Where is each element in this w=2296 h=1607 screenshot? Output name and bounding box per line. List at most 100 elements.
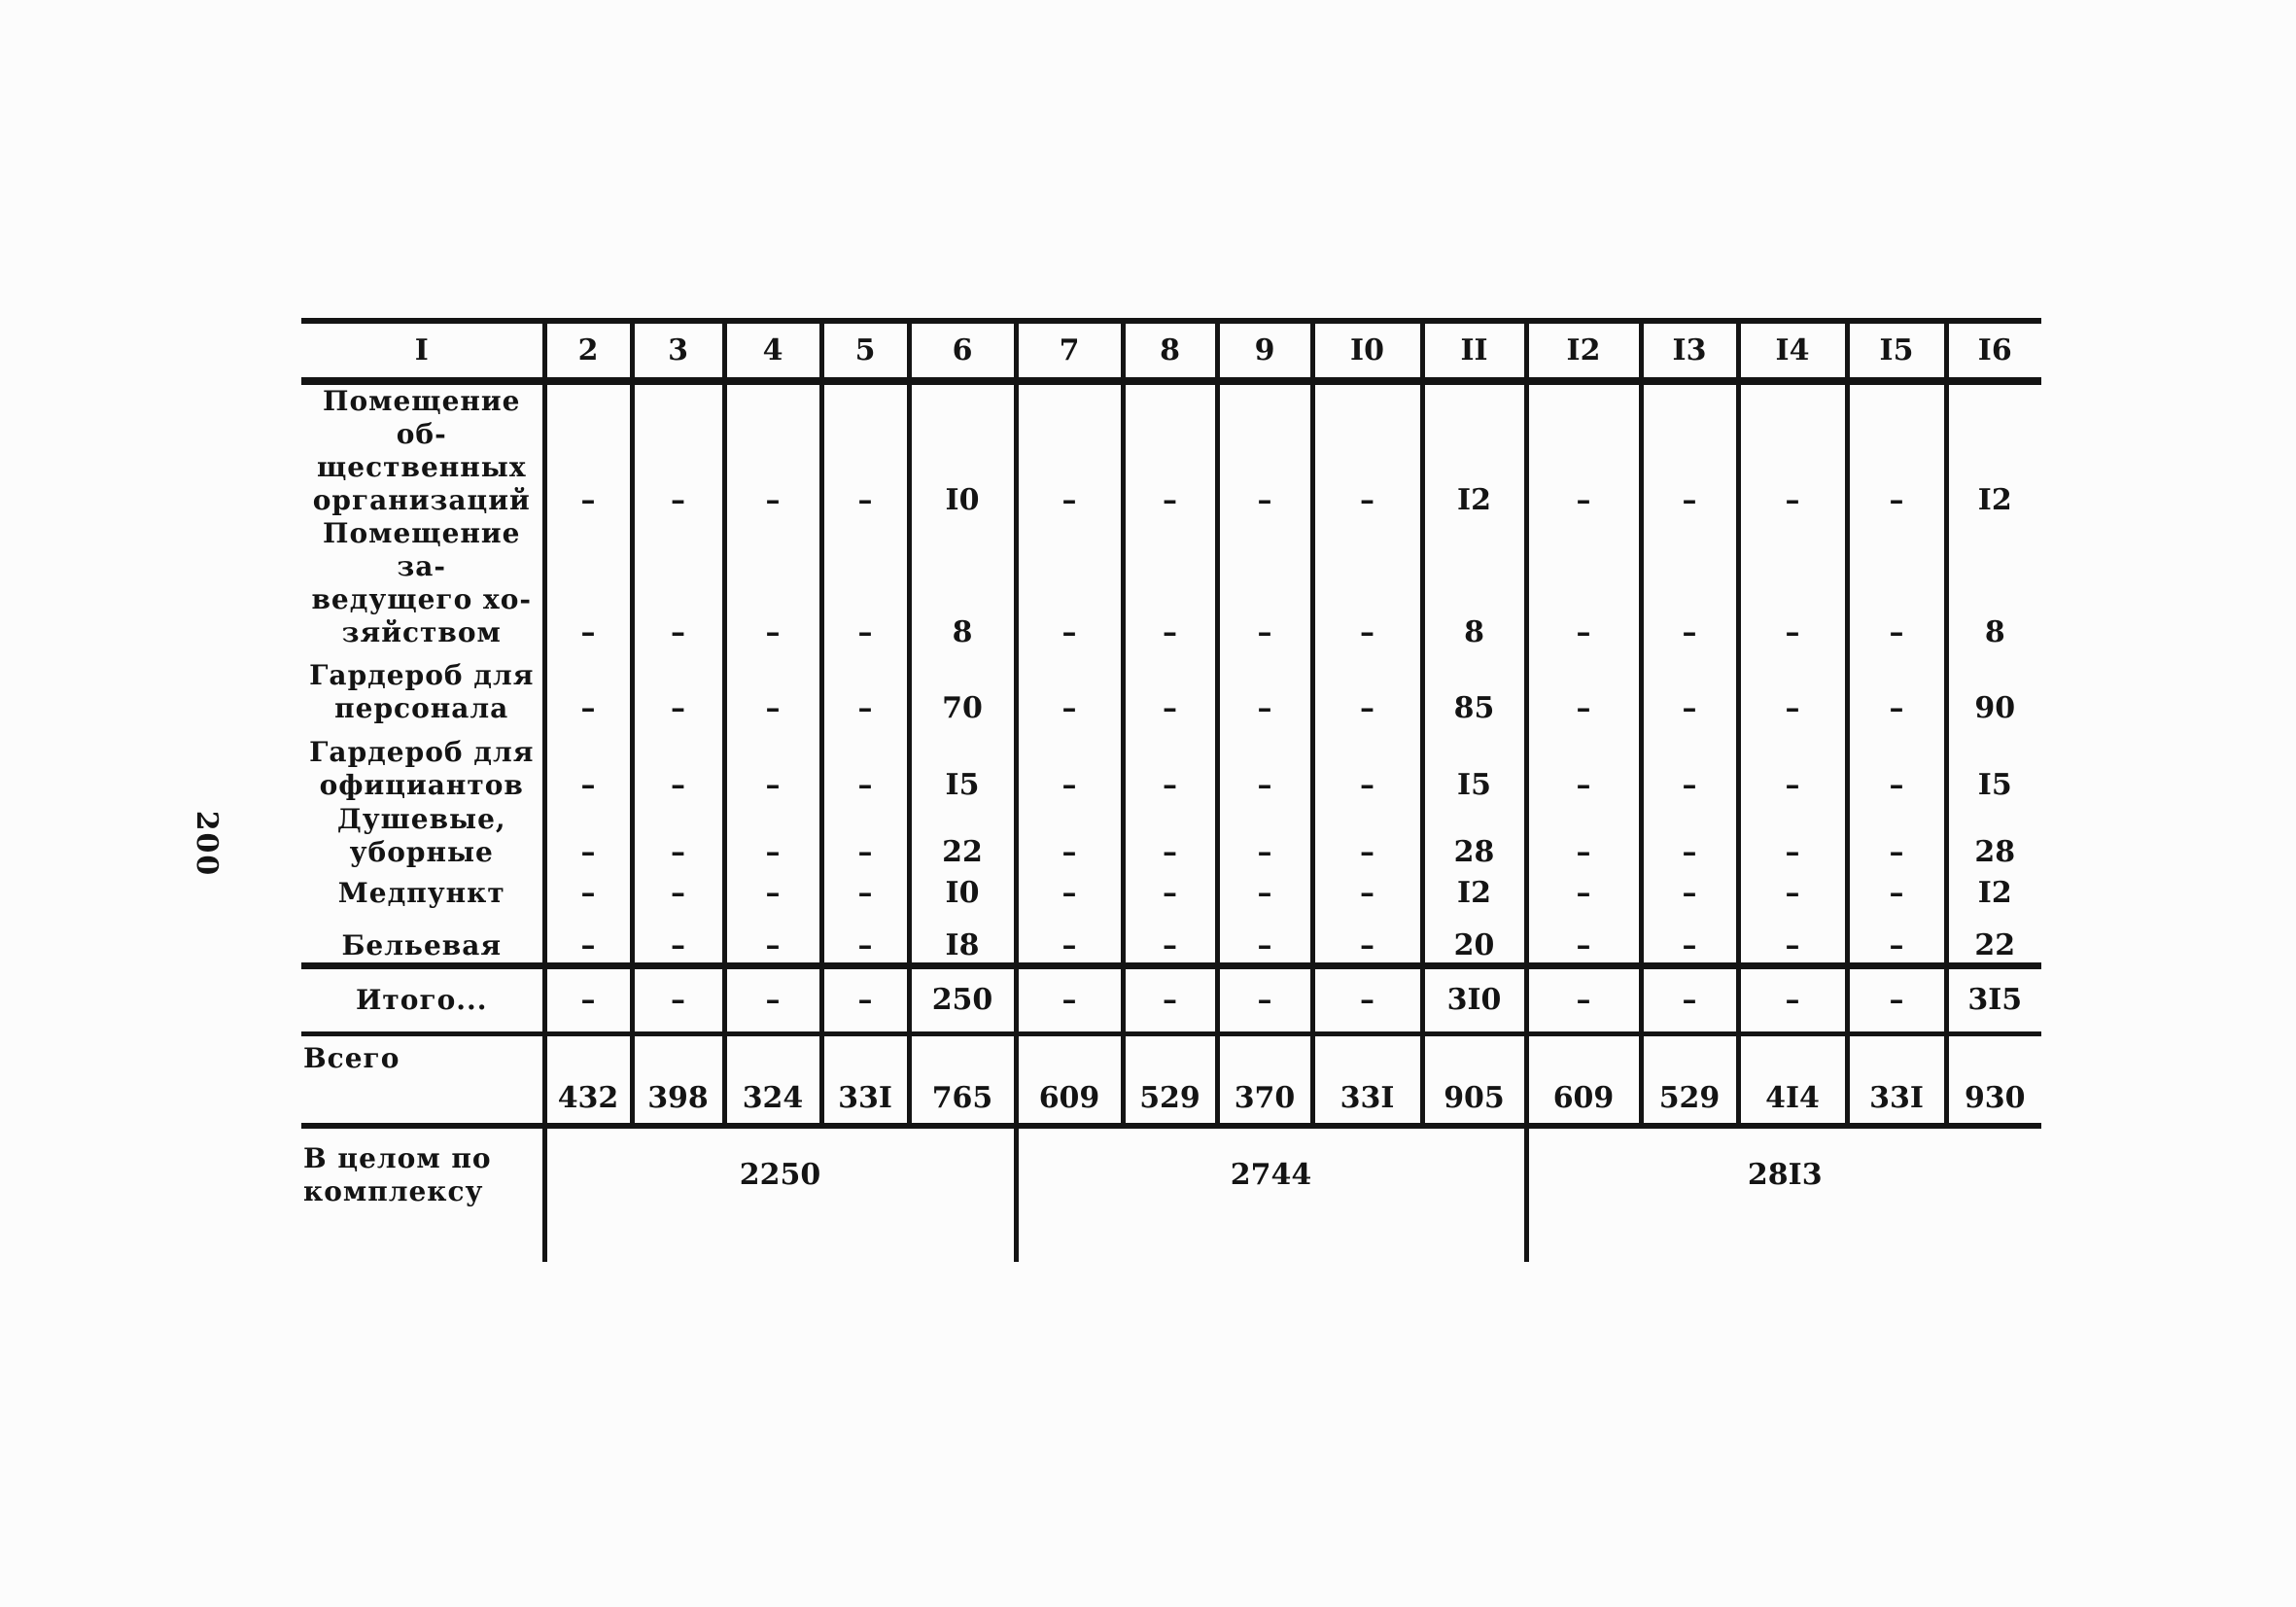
cell: – <box>541 869 632 910</box>
cell: – <box>629 869 724 910</box>
col-header: I4 <box>1735 318 1847 385</box>
cell: – <box>1844 725 1946 802</box>
row-label: Бельевая <box>341 928 503 961</box>
col-header: I3 <box>1638 318 1738 385</box>
cell: – <box>1309 649 1422 725</box>
cell: 529 <box>1120 1033 1217 1129</box>
cell: – <box>1638 802 1738 869</box>
cell: – <box>1844 802 1946 869</box>
table-row: Гардероб для персонала – – – – 70 – – – … <box>301 649 2041 725</box>
row-label: Медпункт <box>337 877 505 909</box>
cell: – <box>1120 517 1217 649</box>
cell: – <box>818 961 909 1036</box>
cell: – <box>1638 961 1738 1036</box>
group-total-cell: 2250 <box>541 1126 1016 1262</box>
cell: – <box>1523 517 1641 649</box>
row-label: В целом по комплексу <box>303 1142 492 1207</box>
header-row: I 2 3 4 5 6 7 8 9 I0 II I2 I3 I4 I5 I6 <box>301 318 2041 385</box>
cell: 905 <box>1419 1033 1526 1129</box>
col-header: 4 <box>721 318 821 385</box>
cell: – <box>1309 869 1422 910</box>
cell: I5 <box>1419 725 1526 802</box>
row-label: Итого... <box>301 961 544 1036</box>
cell: – <box>541 725 632 802</box>
cell: 4I4 <box>1735 1033 1847 1129</box>
cell: – <box>1844 869 1946 910</box>
table-row: Бельевая – – – – I8 – – – – 20 – – – – 2… <box>301 910 2041 965</box>
cell: – <box>1120 869 1217 910</box>
cell: – <box>1120 649 1217 725</box>
cell: – <box>1523 649 1641 725</box>
cell: 250 <box>906 961 1016 1036</box>
cell: – <box>1523 381 1641 517</box>
cell: 8 <box>906 517 1016 649</box>
cell: 609 <box>1013 1033 1123 1129</box>
cell: – <box>1013 869 1123 910</box>
cell: – <box>541 802 632 869</box>
row-label: Помещение об- щественных организаций <box>312 385 531 516</box>
cell: – <box>1120 725 1217 802</box>
cell: 20 <box>1419 910 1526 965</box>
cell: 609 <box>1523 1033 1641 1129</box>
cell: – <box>1309 381 1422 517</box>
cell: – <box>1309 961 1422 1036</box>
cell: – <box>1735 910 1847 965</box>
cell: – <box>541 381 632 517</box>
col-header: I0 <box>1309 318 1422 385</box>
cell: – <box>721 381 821 517</box>
cell: I0 <box>906 381 1016 517</box>
cell: – <box>721 517 821 649</box>
cell: I2 <box>1419 869 1526 910</box>
cell: 398 <box>629 1033 724 1129</box>
row-label: Душевые, уборные <box>336 803 506 868</box>
col-header: II <box>1419 318 1526 385</box>
cell: – <box>1638 381 1738 517</box>
cell: I0 <box>906 869 1016 910</box>
col-header: 5 <box>818 318 909 385</box>
cell: – <box>541 649 632 725</box>
cell: – <box>1214 910 1312 965</box>
cell: – <box>818 725 909 802</box>
cell: – <box>629 961 724 1036</box>
cell: – <box>1013 725 1123 802</box>
cell: – <box>1214 869 1312 910</box>
cell: – <box>1214 517 1312 649</box>
cell: 33I <box>1309 1033 1422 1129</box>
cell: I2 <box>1419 381 1526 517</box>
cell: 324 <box>721 1033 821 1129</box>
cell: – <box>1013 961 1123 1036</box>
col-header: I6 <box>1943 318 2041 385</box>
cell: 33I <box>1844 1033 1946 1129</box>
cell: 930 <box>1943 1033 2041 1129</box>
cell: – <box>629 910 724 965</box>
row-label: Гардероб для официантов <box>309 736 535 801</box>
cell: – <box>818 869 909 910</box>
cell: 529 <box>1638 1033 1738 1129</box>
cell: – <box>629 517 724 649</box>
cell: – <box>1844 649 1946 725</box>
table-row: Помещение об- щественных организаций – –… <box>301 381 2041 517</box>
cell: – <box>1309 725 1422 802</box>
cell: 432 <box>541 1033 632 1129</box>
cell: – <box>818 910 909 965</box>
cell: – <box>1120 381 1217 517</box>
cell: – <box>541 961 632 1036</box>
cell: – <box>1013 910 1123 965</box>
cell: – <box>1120 961 1217 1036</box>
cell: – <box>818 517 909 649</box>
cell: – <box>629 802 724 869</box>
cell: – <box>721 725 821 802</box>
cell: I2 <box>1943 869 2041 910</box>
cell: 22 <box>1943 910 2041 965</box>
cell: – <box>721 649 821 725</box>
col-header: I5 <box>1844 318 1946 385</box>
cell: – <box>1638 649 1738 725</box>
page-number: 200 <box>190 810 224 878</box>
cell: – <box>1638 725 1738 802</box>
cell: 90 <box>1943 649 2041 725</box>
itogo-row: Итого... – – – – 250 – – – – 3I0 – – – –… <box>301 961 2041 1036</box>
table-row: Гардероб для официантов – – – – I5 – – –… <box>301 725 2041 802</box>
cell: I5 <box>906 725 1016 802</box>
cell: – <box>818 381 909 517</box>
